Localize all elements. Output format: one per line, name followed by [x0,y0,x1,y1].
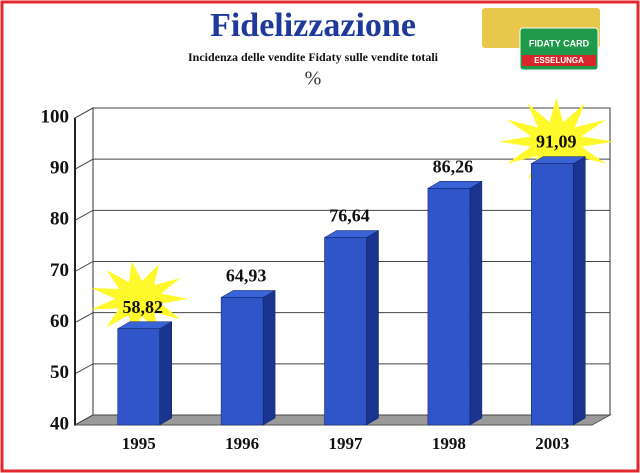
bar [117,328,160,426]
y-tick-label: 50 [50,362,69,383]
starburst [499,97,614,186]
value-label: 64,93 [226,266,267,286]
x-tick-label: 1996 [225,434,259,453]
value-label: 58,82 [122,297,163,317]
card-band [522,55,596,66]
value-label: 91,09 [536,132,577,152]
x-tick-label: 1998 [432,434,466,453]
x-tick-label: 1995 [122,434,156,453]
unit-label: % [305,68,322,90]
x-tick-label: 1997 [329,434,364,453]
card-text: ESSELUNGA [534,56,584,65]
bar-side [262,290,276,426]
bar-side [469,180,483,426]
bar [427,188,471,426]
y-tick-label: 90 [50,158,69,179]
y-tick-label: 60 [50,311,69,332]
cards: FIDATY CARD ESSELUNGA [482,8,600,71]
chart-subtitle: Incidenza delle vendite Fidaty sulle ven… [188,50,439,64]
bar [531,163,574,426]
card-text: FIDATY CARD [529,38,590,48]
bar-side [573,156,586,426]
y-tick-label: 40 [50,413,69,434]
grid-line [74,158,610,170]
grid-line [74,107,610,119]
value-label: 76,64 [329,206,370,226]
bar-side [159,321,172,426]
x-tick-label: 2003 [535,434,569,453]
bar-side [366,230,379,426]
bar [220,297,264,426]
y-tick-label: 70 [50,260,69,281]
plot: 40 50 60 70 80 90 100 58,82 1995 64,93 1996 76,64 19… [41,97,614,453]
y-tick-label: 80 [50,209,69,230]
y-tick-label: 100 [41,106,70,127]
chart-title: Fidelizzazione [210,7,416,44]
starburst [91,261,189,337]
value-label: 86,26 [433,156,474,176]
bar [324,237,367,426]
